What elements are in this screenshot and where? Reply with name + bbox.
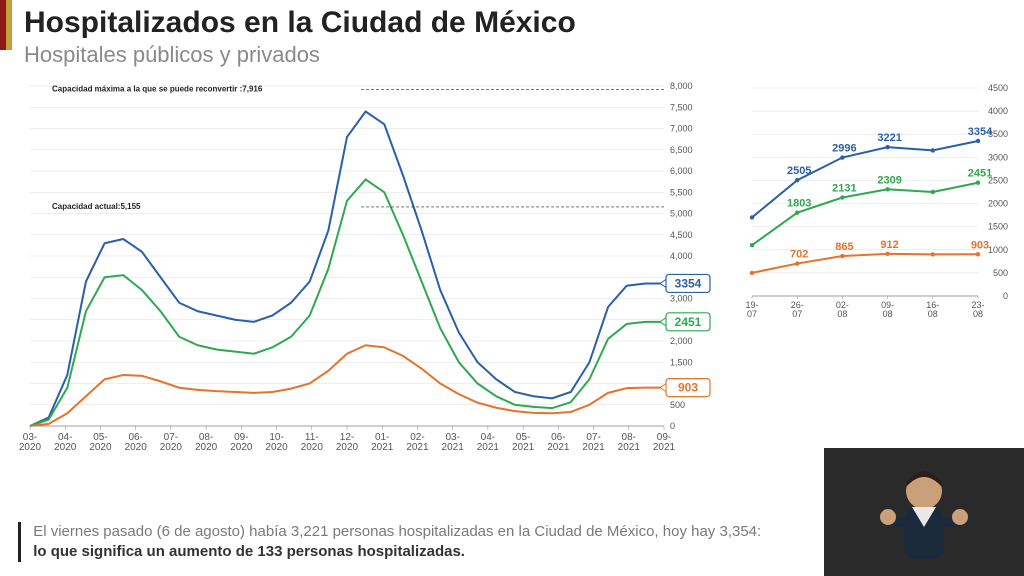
- svg-text:2996: 2996: [832, 143, 856, 155]
- svg-text:702: 702: [790, 249, 808, 261]
- svg-text:26-07: 26-07: [791, 300, 804, 319]
- svg-text:08-2021: 08-2021: [618, 432, 641, 453]
- footnote-bold: lo que significa un aumento de 133 perso…: [33, 543, 465, 560]
- footnote-text: El viernes pasado (6 de agosto) había 3,…: [33, 522, 778, 563]
- svg-text:06-2020: 06-2020: [125, 432, 148, 453]
- svg-text:3,000: 3,000: [670, 294, 693, 304]
- svg-text:09-08: 09-08: [881, 300, 894, 319]
- svg-text:1500: 1500: [988, 222, 1008, 232]
- footnote-accent: [18, 522, 21, 563]
- svg-text:2505: 2505: [787, 165, 811, 177]
- svg-text:09-2020: 09-2020: [230, 432, 253, 453]
- svg-text:2451: 2451: [675, 315, 702, 329]
- svg-text:07-2020: 07-2020: [160, 432, 183, 453]
- side-chart: 19-07 26-07 02-08 09-08 16-08 23-08 0 500 1000 1…: [738, 78, 1016, 338]
- svg-text:4,500: 4,500: [670, 230, 693, 240]
- svg-text:6,500: 6,500: [670, 145, 693, 155]
- page-title: Hospitalizados en la Ciudad de México: [24, 6, 576, 40]
- svg-text:500: 500: [993, 268, 1008, 278]
- svg-text:903: 903: [678, 381, 698, 395]
- svg-text:04-2021: 04-2021: [477, 432, 500, 453]
- svg-text:8,000: 8,000: [670, 81, 693, 91]
- svg-text:05-2020: 05-2020: [89, 432, 112, 453]
- svg-text:Capacidad actual:5,155: Capacidad actual:5,155: [52, 202, 141, 211]
- svg-text:06-2021: 06-2021: [547, 432, 570, 453]
- svg-text:1000: 1000: [988, 245, 1008, 255]
- svg-text:23-08: 23-08: [971, 300, 984, 319]
- svg-text:500: 500: [670, 400, 685, 410]
- svg-text:08-2020: 08-2020: [195, 432, 218, 453]
- svg-text:12-2020: 12-2020: [336, 432, 359, 453]
- svg-text:5,500: 5,500: [670, 187, 693, 197]
- svg-text:2,000: 2,000: [670, 336, 693, 346]
- svg-text:0: 0: [670, 421, 675, 431]
- svg-text:02-2021: 02-2021: [406, 432, 429, 453]
- svg-text:4,000: 4,000: [670, 251, 693, 261]
- footnote: El viernes pasado (6 de agosto) había 3,…: [18, 522, 778, 563]
- svg-text:2309: 2309: [877, 174, 901, 186]
- svg-text:2131: 2131: [832, 183, 856, 195]
- svg-text:Capacidad máxima a la que se p: Capacidad máxima a la que se puede recon…: [52, 85, 263, 94]
- svg-text:4500: 4500: [988, 83, 1008, 93]
- page-subtitle: Hospitales públicos y privados: [24, 42, 320, 68]
- svg-text:5,000: 5,000: [670, 209, 693, 219]
- svg-text:2000: 2000: [988, 199, 1008, 209]
- svg-text:7,500: 7,500: [670, 102, 693, 112]
- svg-text:3354: 3354: [968, 126, 993, 138]
- svg-text:04-2020: 04-2020: [54, 432, 77, 453]
- svg-text:10-2020: 10-2020: [265, 432, 288, 453]
- svg-text:3354: 3354: [675, 276, 702, 290]
- svg-text:02-08: 02-08: [836, 300, 849, 319]
- slide: Hospitalizados en la Ciudad de México Ho…: [0, 0, 1024, 576]
- svg-text:19-07: 19-07: [745, 300, 758, 319]
- svg-text:7,000: 7,000: [670, 124, 693, 134]
- svg-text:01-2021: 01-2021: [371, 432, 394, 453]
- footnote-part1: El viernes pasado (6 de agosto) había 3,…: [33, 523, 761, 540]
- svg-text:1803: 1803: [787, 198, 811, 210]
- svg-text:3000: 3000: [988, 152, 1008, 162]
- svg-text:16-08: 16-08: [926, 300, 939, 319]
- svg-text:0: 0: [1003, 291, 1008, 301]
- svg-text:6,000: 6,000: [670, 166, 693, 176]
- svg-text:03-2020: 03-2020: [19, 432, 42, 453]
- brand-stripe: [0, 0, 12, 50]
- svg-text:05-2021: 05-2021: [512, 432, 535, 453]
- svg-text:4000: 4000: [988, 106, 1008, 116]
- sign-language-interpreter: [824, 448, 1024, 576]
- svg-text:903: 903: [971, 239, 989, 251]
- svg-text:865: 865: [835, 241, 853, 253]
- svg-text:1,500: 1,500: [670, 357, 693, 367]
- svg-text:09-2021: 09-2021: [653, 432, 676, 453]
- svg-text:2451: 2451: [968, 168, 992, 180]
- svg-text:912: 912: [880, 239, 898, 251]
- main-chart: Capacidad máxima a la que se puede recon…: [0, 76, 720, 466]
- svg-text:3221: 3221: [877, 132, 901, 144]
- svg-text:11-2020: 11-2020: [301, 432, 324, 453]
- svg-text:03-2021: 03-2021: [442, 432, 465, 453]
- svg-text:07-2021: 07-2021: [582, 432, 605, 453]
